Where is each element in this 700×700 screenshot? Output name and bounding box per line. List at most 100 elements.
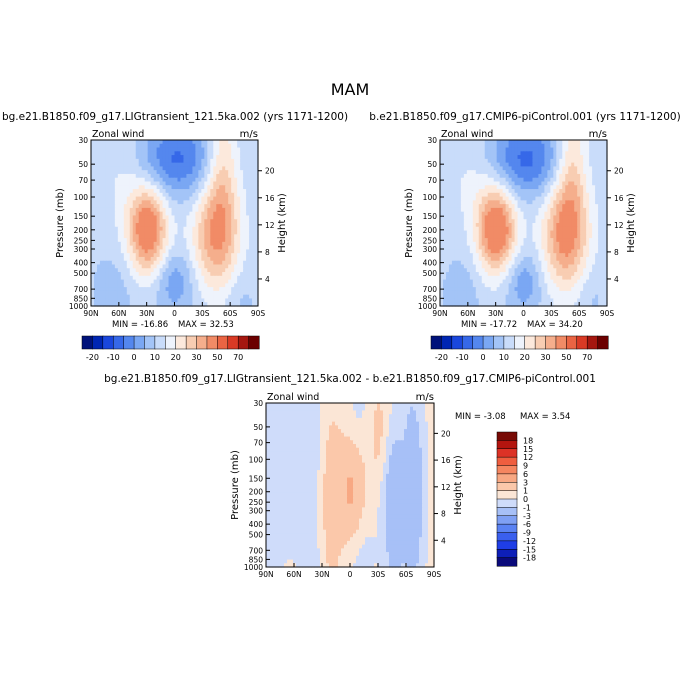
chart-0-cell [156, 272, 161, 277]
chart-0-cell [147, 143, 152, 149]
chart-0-cell [189, 143, 193, 149]
chart-1-cell [523, 234, 528, 239]
chart-0-ytick-label: 70 [78, 176, 88, 185]
chart-1-cell [487, 215, 492, 220]
chart-0-cell [186, 272, 191, 277]
chart-1-cell [508, 260, 513, 266]
chart-0-cell [237, 294, 241, 300]
chart-0-cell [111, 226, 116, 232]
chart-0-cell [183, 238, 188, 243]
chart-0-cell [198, 230, 202, 235]
chart-0-cell [222, 294, 226, 300]
chart-1-cell [565, 283, 569, 288]
chart-0-cell [105, 170, 110, 175]
chart-0-cell [192, 260, 196, 266]
chart-0-cell [159, 226, 164, 232]
chart-0-cell [159, 279, 164, 284]
chart-1-cell [583, 268, 587, 273]
chart-0-cell [177, 140, 182, 145]
chart-0-cell [228, 211, 232, 217]
chart-1-cell [466, 181, 471, 186]
chart-0-cell [120, 283, 125, 288]
chart-0-cell [231, 185, 235, 190]
chart-1-cell [574, 294, 578, 300]
chart-1-cell [514, 298, 519, 303]
chart-0-cell [201, 264, 205, 269]
chart-1-cell [463, 147, 468, 152]
chart-1-cell [544, 238, 548, 243]
chart-0-cell [198, 170, 202, 175]
chart-1-cell [463, 226, 468, 232]
chart-1-cell [487, 287, 492, 292]
chart-1-cell [475, 185, 480, 190]
chart-1-cell [556, 260, 560, 266]
chart-0-ytick-label: 1000 [69, 302, 88, 311]
chart-0-cell [189, 245, 193, 251]
chart-1-cell [601, 166, 605, 171]
chart-1-cell [463, 245, 468, 251]
chart-1-cell [538, 264, 542, 269]
chart-0-cell [162, 279, 167, 284]
chart-1-cell [595, 196, 599, 201]
chart-0-cell [204, 260, 208, 266]
chart-0-cell [105, 226, 110, 232]
chart-1-cell [604, 173, 608, 179]
chart-1-cell [583, 196, 587, 201]
chart-0-cell [171, 189, 176, 194]
chart-1-cell [559, 173, 563, 179]
chart-1-cell [502, 192, 507, 198]
chart-1-cell [490, 196, 495, 201]
chart-0-cell [147, 185, 152, 190]
chart-1-cell [574, 185, 578, 190]
chart-0-cell [213, 234, 217, 239]
chart-0-cell [219, 249, 223, 254]
chart-1-cell [478, 287, 483, 292]
chart-0-cell [138, 140, 143, 145]
chart-1-cell [451, 230, 456, 235]
chart-1-cell [442, 234, 447, 239]
chart-0-cell [192, 279, 196, 284]
chart-1-cell [604, 215, 608, 220]
chart-1-cell [475, 260, 480, 266]
chart-0-cell [255, 196, 259, 201]
chart-0-cell [129, 298, 134, 303]
chart-0-cell [192, 290, 196, 296]
chart-0-cell [213, 260, 217, 266]
chart-1-cell [499, 140, 504, 145]
chart-0-cell [174, 207, 179, 213]
chart-1-cell [604, 185, 608, 190]
chart-0-cell [144, 223, 149, 228]
chart-1-cell [493, 204, 498, 209]
chart-1-cell [520, 253, 525, 258]
chart-0-cell [174, 226, 179, 232]
chart-0-cell [111, 287, 116, 292]
chart-0-cell [216, 196, 220, 201]
chart-1-cell [538, 211, 542, 217]
chart-1-cell [505, 238, 510, 243]
chart-1-cell [496, 207, 501, 213]
chart-1-cell [514, 230, 519, 235]
chart-1-cell [529, 200, 534, 205]
chart-0-cell [102, 185, 107, 190]
chart-1-cell [493, 290, 498, 296]
chart-0-cell [210, 185, 214, 190]
chart-0-cell [162, 294, 167, 300]
chart-1-cell [475, 170, 480, 175]
chart-1-cell [529, 279, 534, 284]
chart-1-cell [481, 275, 486, 281]
chart-1-cell [538, 219, 542, 224]
chart-0-cell [102, 256, 107, 262]
chart-0-cell [195, 223, 199, 228]
chart-1-cell [568, 173, 572, 179]
chart-1-cell [526, 158, 531, 164]
chart-0-cell [249, 200, 253, 205]
chart-1-cell [445, 260, 450, 266]
chart-1-cell [511, 200, 516, 205]
chart-1-cell [496, 140, 501, 145]
chart-0-cell [138, 272, 143, 277]
chart-0-cell [228, 155, 232, 160]
chart-0-cell [99, 192, 104, 198]
chart-0-cell [225, 264, 229, 269]
chart-1-cell [514, 151, 519, 156]
chart-1-cell [550, 192, 554, 198]
